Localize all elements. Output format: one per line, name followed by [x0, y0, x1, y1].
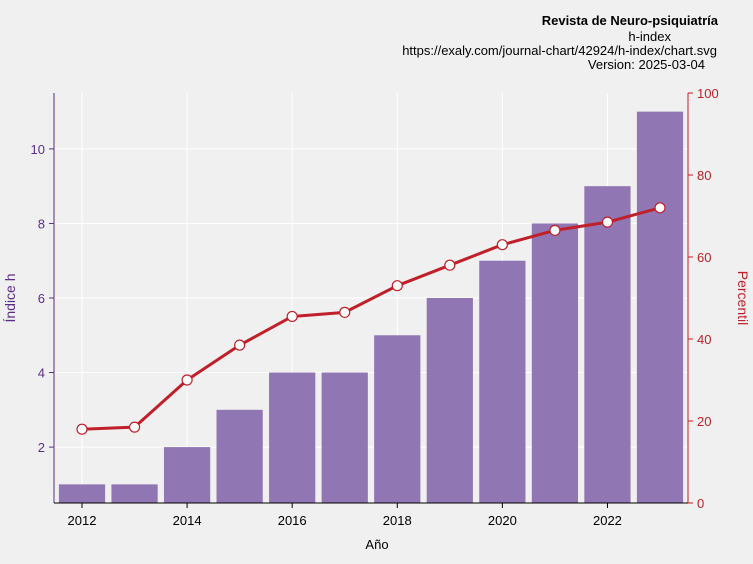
x-tick-label: 2018: [383, 513, 412, 528]
percentile-point: [234, 339, 246, 351]
bar: [374, 335, 421, 503]
percentile-point: [286, 310, 298, 323]
percentile-series: [76, 202, 666, 435]
y2-tick-label: 0: [697, 496, 704, 511]
y-tick-label: 8: [38, 216, 45, 231]
bar: [531, 223, 579, 504]
bar: [216, 409, 263, 503]
percentile-point: [339, 306, 351, 318]
y-tick-label: 4: [38, 366, 45, 381]
percentile-point: [444, 259, 456, 271]
percentile-point: [549, 224, 561, 236]
y2-axis-label: Percentil: [735, 271, 751, 325]
x-tick-label: 2022: [593, 513, 622, 528]
percentile-point: [128, 421, 141, 433]
y-tick-label: 2: [38, 440, 45, 455]
chart-url: https://exaly.com/journal-chart/42924/h-…: [402, 43, 717, 58]
bar: [426, 298, 473, 503]
chart-title: Revista de Neuro-psiquiatría: [541, 13, 718, 28]
x-axis-label: Año: [365, 537, 388, 552]
y-axis-label: Índice h: [2, 273, 18, 322]
bar: [111, 484, 158, 503]
chart-subtitle: h-index: [628, 29, 671, 44]
bar: [479, 260, 526, 503]
x-tick-label: 2016: [278, 513, 307, 528]
y2-tick-label: 40: [697, 332, 711, 347]
percentile-point: [654, 202, 666, 214]
percentile-line: [81, 206, 661, 431]
bar-series: [58, 111, 684, 504]
y2-tick-label: 100: [697, 86, 719, 101]
bar: [269, 372, 316, 503]
percentile-point: [391, 280, 403, 292]
bar: [636, 111, 684, 504]
percentile-point: [181, 374, 193, 386]
bar: [584, 186, 631, 503]
x-tick-label: 2012: [68, 513, 97, 528]
y2-tick-label: 60: [697, 250, 711, 265]
bar: [58, 484, 106, 503]
x-tick-label: 2014: [173, 513, 202, 528]
y-tick-label: 6: [38, 291, 45, 306]
y-tick-label: 10: [31, 142, 45, 157]
y2-tick-label: 80: [697, 168, 711, 183]
percentile-point: [601, 216, 614, 228]
bar: [321, 372, 368, 503]
chart-version: Version: 2025-03-04: [587, 57, 705, 72]
bar: [163, 447, 211, 503]
x-tick-label: 2020: [488, 513, 517, 528]
percentile-point: [76, 423, 88, 435]
y2-tick-label: 20: [697, 414, 711, 429]
percentile-point: [496, 239, 508, 251]
